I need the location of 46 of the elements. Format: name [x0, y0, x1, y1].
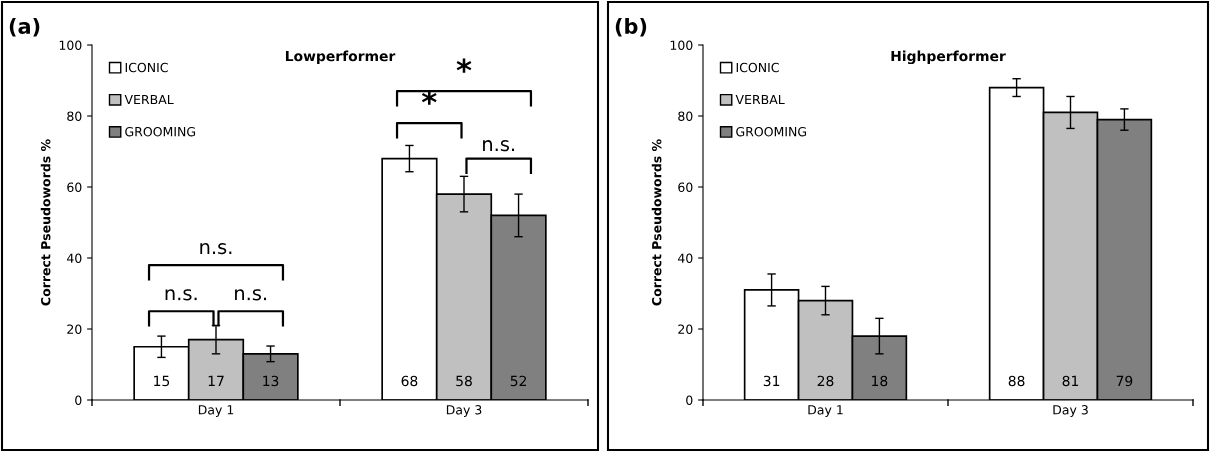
text: (a) [9, 17, 40, 37]
y-tick-label: 40 [677, 253, 693, 263]
y-tick-label: 80 [67, 111, 82, 121]
data-label: 58 [456, 375, 472, 387]
data-label: 88 [1008, 375, 1025, 387]
data-label: 79 [1116, 375, 1133, 387]
legend-label: VERBAL [124, 94, 174, 105]
y-tick-label: 60 [67, 182, 82, 192]
annotation: n.s. [165, 289, 197, 301]
legend-label: ICONIC [736, 62, 779, 73]
data-label: 28 [817, 375, 834, 387]
annotation: n.s. [200, 243, 232, 255]
data-label: 68 [401, 375, 418, 387]
legend-label: GROOMING [736, 126, 807, 137]
y-tick-label: 20 [67, 324, 82, 334]
y-tick-label: 20 [678, 324, 693, 334]
annotation: n.s. [235, 289, 267, 301]
data-label: 18 [872, 375, 888, 387]
y-tick-label: 100 [670, 40, 693, 50]
annotation: * [456, 58, 472, 73]
chart-title: Highperformer [891, 50, 1006, 65]
x-tick-label: Day 3 [446, 405, 482, 417]
y-tick-label: 100 [59, 40, 82, 50]
legend-label: VERBAL [735, 94, 785, 105]
y-tick-label: 0 [75, 395, 82, 405]
data-label: 15 [154, 375, 170, 387]
legend-label: ICONIC [125, 62, 168, 73]
y-tick-label: 0 [686, 395, 693, 405]
data-label: 17 [208, 375, 224, 386]
x-tick-label: Day 1 [198, 405, 234, 417]
chart-title: Lowperformer [285, 50, 396, 64]
x-tick-label: Day 1 [808, 405, 843, 417]
y-axis-title: Correct Pseudowords % [651, 139, 662, 306]
x-tick-label: Day 3 [1053, 405, 1088, 417]
y-tick-label: 60 [678, 182, 693, 192]
data-label: 52 [510, 375, 527, 387]
data-label: 81 [1062, 375, 1079, 387]
y-tick-label: 40 [66, 253, 82, 263]
data-label: 31 [763, 375, 780, 387]
annotation: * [421, 90, 437, 105]
data-label: 13 [263, 375, 279, 387]
y-tick-label: 80 [678, 111, 693, 121]
annotation: n.s. [483, 140, 515, 152]
text: (b) [615, 17, 647, 37]
y-axis-title: Correct Pseudowords % [40, 139, 51, 306]
legend-label: GROOMING [125, 126, 196, 137]
